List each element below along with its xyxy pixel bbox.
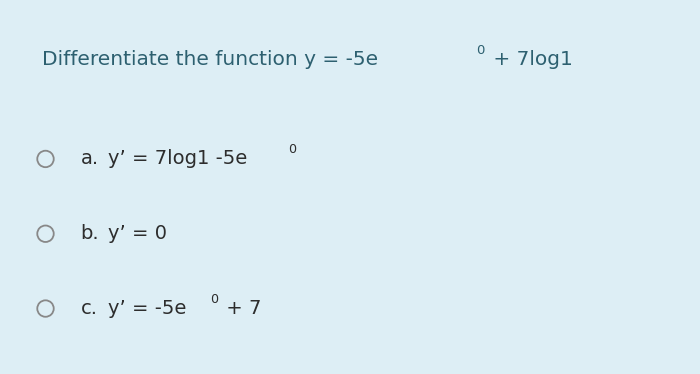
Text: Differentiate the function y = -5e: Differentiate the function y = -5e (42, 50, 378, 69)
Text: c.: c. (80, 299, 97, 318)
Text: y’ = -5e: y’ = -5e (108, 299, 187, 318)
Text: a.: a. (80, 150, 99, 168)
Text: + 7log1: + 7log1 (486, 50, 573, 69)
Text: 0: 0 (476, 44, 484, 57)
Text: y’ = 0: y’ = 0 (108, 224, 167, 243)
Text: y’ = 7log1 -5e: y’ = 7log1 -5e (108, 150, 248, 168)
Text: b.: b. (80, 224, 99, 243)
Text: + 7: + 7 (220, 299, 261, 318)
Text: 0: 0 (209, 293, 218, 306)
Text: 0: 0 (288, 143, 296, 156)
